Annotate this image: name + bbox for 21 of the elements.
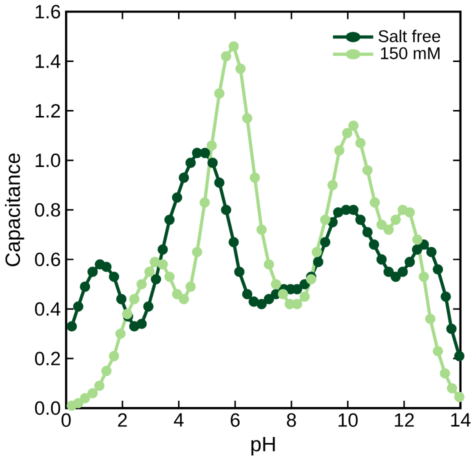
y-axis-title: Capacitance bbox=[4, 153, 24, 266]
x-tick-label: 2 bbox=[118, 413, 127, 426]
legend-label: Salt free bbox=[378, 30, 440, 42]
y-tick-label: 0.4 bbox=[35, 302, 60, 316]
x-tick-label: 8 bbox=[286, 413, 296, 427]
y-tick-label: 0.0 bbox=[35, 401, 60, 415]
legend-label: 150 mM bbox=[380, 47, 440, 60]
x-tick-label: 10 bbox=[338, 413, 358, 427]
y-tick-label: 0.6 bbox=[35, 252, 60, 266]
x-axis-title: pH bbox=[251, 436, 275, 456]
x-tick-label: 6 bbox=[230, 413, 240, 427]
y-tick-label: 1.0 bbox=[36, 153, 60, 167]
x-tick-label: 4 bbox=[174, 413, 184, 426]
y-tick-label: 0.2 bbox=[35, 352, 60, 366]
x-tick-label: 12 bbox=[394, 413, 414, 426]
y-tick-label: 1.2 bbox=[36, 104, 60, 118]
y-tick-label: 1.4 bbox=[36, 54, 60, 68]
x-tick-label: 0 bbox=[62, 413, 71, 427]
y-tick-label: 1.6 bbox=[36, 4, 60, 18]
y-tick-label: 0.8 bbox=[35, 202, 60, 216]
x-tick-label: 14 bbox=[451, 413, 471, 426]
